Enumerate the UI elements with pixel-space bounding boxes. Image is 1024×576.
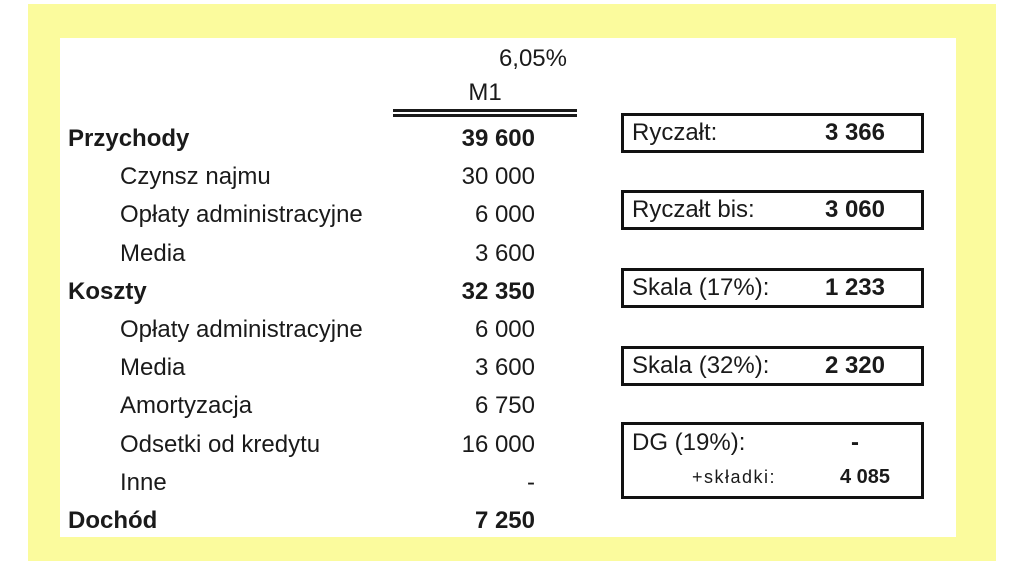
table-row-inne: Inne - [60,464,580,502]
row-value: 7 250 [474,506,535,534]
row-label: Amortyzacja [120,392,253,420]
table-row-przychody: Przychody 39 600 [60,120,580,158]
worksheet-panel: 6,05% M1 Przychody 39 600 Czynsz najmu 3… [60,38,956,537]
box-value: 1 233 [824,274,885,301]
dg-skladki-line: +składki: 4 085 [624,460,921,494]
summary-box-skala-17: Skala (17%): 1 233 [621,268,924,308]
row-value: 6 000 [474,201,535,229]
income-statement-table: Przychody 39 600 Czynsz najmu 30 000 Opł… [60,120,580,540]
row-label: Czynsz najmu [120,163,271,191]
table-row-koszty: Koszty 32 350 [60,273,580,311]
table-row-czynsz-najmu: Czynsz najmu 30 000 [60,158,580,196]
row-value: 3 600 [474,354,535,382]
table-row-odsetki-od-kredytu: Odsetki od kredytu 16 000 [60,426,580,464]
row-label: Przychody [68,125,190,153]
box-value: 3 366 [824,119,885,146]
yellow-frame: 6,05% M1 Przychody 39 600 Czynsz najmu 3… [28,4,996,561]
row-value: 16 000 [461,430,535,458]
box-label: Skala (17%): [632,274,770,301]
row-value: 30 000 [461,163,535,191]
table-row-media-2: Media 3 600 [60,349,580,387]
row-value: 32 350 [461,277,535,305]
table-row-media: Media 3 600 [60,235,580,273]
box-sub-value: 4 085 [839,465,890,488]
row-label: Koszty [68,277,147,305]
summary-box-dg: DG (19%): - +składki: 4 085 [621,422,924,499]
rate-percent: 6,05% [498,45,567,72]
box-value: - [851,428,859,456]
row-label: Opłaty administracyjne [120,316,363,344]
row-label: Media [120,239,186,267]
row-value: - [527,468,535,496]
box-label: Skala (32%): [632,352,770,379]
box-value: 2 320 [824,352,885,379]
row-value: 39 600 [461,125,535,153]
row-label: Opłaty administracyjne [120,201,363,229]
box-label: Ryczałt: [632,119,718,146]
box-label: DG (19%): [632,428,746,456]
row-value: 3 600 [474,239,535,267]
table-row-amortyzacja: Amortyzacja 6 750 [60,387,580,425]
summary-box-skala-32: Skala (32%): 2 320 [621,346,924,386]
row-value: 6 000 [474,316,535,344]
row-label: Odsetki od kredytu [120,430,321,458]
table-row-dochod: Dochód 7 250 [60,502,580,540]
row-label: Inne [120,468,167,496]
summary-box-ryczalt: Ryczałt: 3 366 [621,113,924,153]
column-header-m1: M1 [468,79,502,106]
box-value: 3 060 [824,196,885,223]
dg-main-line: DG (19%): - [624,425,921,460]
double-underline [393,109,577,117]
table-row-oplaty-administracyjne-2: Opłaty administracyjne 6 000 [60,311,580,349]
row-value: 6 750 [474,392,535,420]
box-label: Ryczałt bis: [632,196,755,223]
table-row-oplaty-administracyjne: Opłaty administracyjne 6 000 [60,196,580,234]
row-label: Dochód [68,506,158,534]
box-sub-label: +składki: [692,466,777,487]
summary-box-ryczalt-bis: Ryczałt bis: 3 060 [621,190,924,230]
row-label: Media [120,354,186,382]
